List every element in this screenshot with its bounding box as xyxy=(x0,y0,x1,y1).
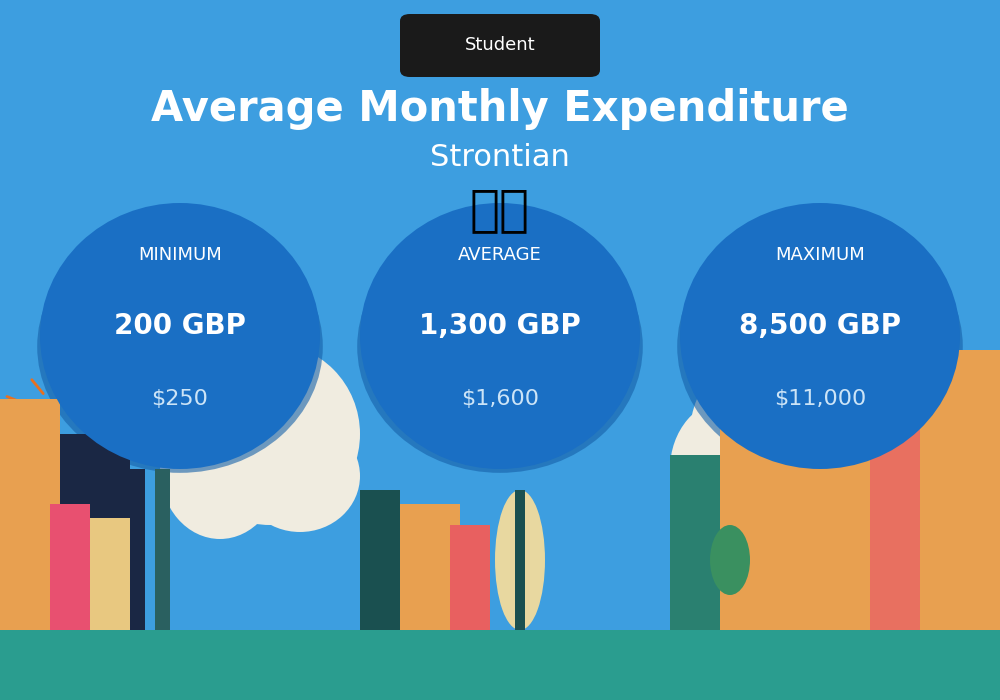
Ellipse shape xyxy=(357,220,643,473)
Text: $1,600: $1,600 xyxy=(461,389,539,409)
Ellipse shape xyxy=(750,406,870,532)
Ellipse shape xyxy=(37,220,323,473)
Text: 8,500 GBP: 8,500 GBP xyxy=(739,312,901,340)
Bar xyxy=(670,455,720,630)
Text: Strontian: Strontian xyxy=(430,143,570,172)
Bar xyxy=(50,504,90,630)
Bar xyxy=(920,350,1000,630)
Bar xyxy=(0,630,1000,700)
Bar xyxy=(515,490,525,630)
Bar xyxy=(0,399,60,630)
Text: $250: $250 xyxy=(152,389,208,409)
Ellipse shape xyxy=(670,518,720,602)
Text: Student: Student xyxy=(465,36,535,55)
Text: AVERAGE: AVERAGE xyxy=(458,246,542,265)
Text: 200 GBP: 200 GBP xyxy=(114,312,246,340)
Bar xyxy=(400,504,460,630)
Bar xyxy=(90,518,140,630)
Ellipse shape xyxy=(690,343,870,525)
Bar xyxy=(155,469,170,630)
Text: MINIMUM: MINIMUM xyxy=(138,246,222,265)
Ellipse shape xyxy=(180,343,360,525)
Bar xyxy=(720,385,790,630)
Ellipse shape xyxy=(680,203,960,469)
Ellipse shape xyxy=(677,220,963,473)
Bar xyxy=(870,385,920,630)
Bar xyxy=(60,434,130,630)
Ellipse shape xyxy=(160,399,280,539)
Bar xyxy=(450,525,490,630)
Ellipse shape xyxy=(360,203,640,469)
FancyBboxPatch shape xyxy=(400,14,600,77)
Text: 1,300 GBP: 1,300 GBP xyxy=(419,312,581,340)
Text: $11,000: $11,000 xyxy=(774,389,866,409)
Text: MAXIMUM: MAXIMUM xyxy=(775,246,865,265)
Ellipse shape xyxy=(40,203,320,469)
Ellipse shape xyxy=(495,490,545,630)
Ellipse shape xyxy=(710,525,750,595)
Text: Average Monthly Expenditure: Average Monthly Expenditure xyxy=(151,88,849,130)
Ellipse shape xyxy=(670,399,790,539)
Bar xyxy=(130,469,145,630)
Ellipse shape xyxy=(240,420,360,532)
Text: 🇬🇧: 🇬🇧 xyxy=(470,186,530,234)
Bar xyxy=(790,364,870,630)
Bar xyxy=(360,490,400,630)
